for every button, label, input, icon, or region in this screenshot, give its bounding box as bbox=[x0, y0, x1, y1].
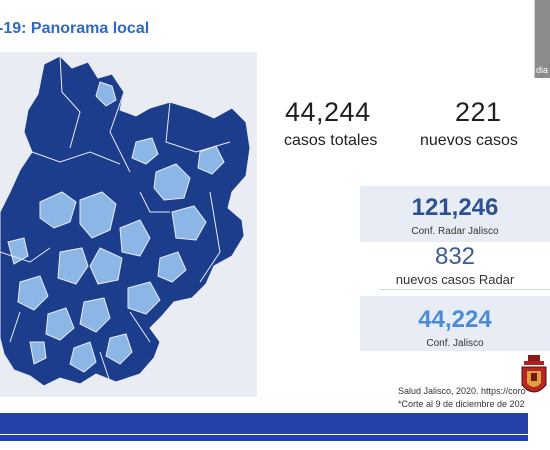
participant-name: dia bbox=[536, 65, 549, 75]
map-region-light bbox=[29, 341, 47, 365]
map-region-light bbox=[79, 191, 117, 239]
confirmed-card: 44,224 Conf. Jalisco bbox=[360, 296, 550, 351]
radar-new-value: 832 bbox=[434, 243, 476, 270]
total-cases-value: 44,244 bbox=[285, 97, 371, 127]
university-logo-icon bbox=[521, 355, 547, 393]
total-cases-label: casos totales bbox=[284, 132, 378, 149]
map-region-light bbox=[157, 251, 187, 283]
new-cases-value: 221 bbox=[455, 97, 502, 127]
source-citation: Salud Jalisco, 2020. https://coro bbox=[398, 386, 526, 396]
map-region-light bbox=[7, 237, 29, 265]
jalisco-municipalities-map bbox=[0, 55, 251, 387]
map-region-light bbox=[119, 219, 151, 257]
footer-bar bbox=[0, 413, 528, 434]
map-region-light bbox=[95, 81, 117, 107]
footer-bar-stripe bbox=[0, 434, 528, 441]
map-region-light bbox=[105, 333, 133, 365]
page-title: -19: Panorama local bbox=[0, 20, 150, 37]
source-cutoff-note: *Corte al 9 de diciembre de 202 bbox=[398, 399, 525, 409]
map-region-light bbox=[153, 163, 191, 201]
radar-card: 121,246 Conf. Radar Jalisco bbox=[360, 186, 550, 242]
confirmed-label: Conf. Jalisco bbox=[426, 338, 484, 349]
radar-new-label: nuevos casos Radar bbox=[395, 272, 515, 287]
radar-value: 121,246 bbox=[411, 194, 499, 221]
map-region-light bbox=[39, 191, 77, 229]
map-region-light bbox=[69, 341, 97, 373]
map-region-light bbox=[17, 275, 49, 311]
map-region-light bbox=[171, 205, 207, 241]
map-region-light bbox=[89, 247, 123, 285]
map-region-light bbox=[131, 137, 159, 165]
map-region-dark bbox=[0, 55, 251, 387]
map-region-light bbox=[79, 297, 111, 333]
confirmed-value: 44,224 bbox=[418, 306, 492, 333]
radar-label: Conf. Radar Jalisco bbox=[411, 226, 499, 237]
map-region-light bbox=[127, 281, 161, 315]
new-cases-label: nuevos casos bbox=[420, 132, 518, 149]
map-region-light bbox=[45, 307, 75, 341]
participant-video-thumbnail[interactable]: dia bbox=[534, 0, 550, 78]
divider bbox=[380, 289, 550, 290]
map-region-light bbox=[57, 247, 89, 285]
